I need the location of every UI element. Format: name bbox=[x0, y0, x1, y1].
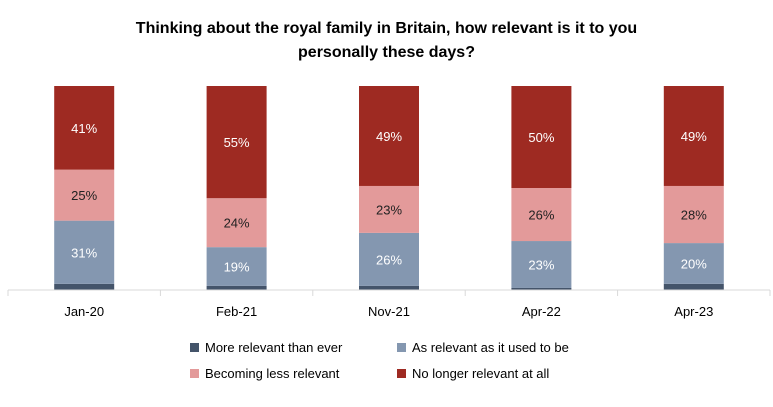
bar-segment-nov-21-series-3 bbox=[359, 86, 419, 186]
bar-segment-apr-22-series-0 bbox=[511, 287, 572, 290]
bar-segment-jan-20-series-0 bbox=[54, 283, 115, 290]
data-label: 23% bbox=[528, 258, 554, 273]
data-label: 19% bbox=[224, 260, 250, 275]
chart-title: Thinking about the royal family in Brita… bbox=[0, 17, 773, 65]
x-tick-label: Apr-23 bbox=[674, 304, 713, 319]
data-label: 41% bbox=[71, 121, 97, 136]
data-label: 25% bbox=[71, 188, 97, 203]
x-axis: Jan-20 Feb-21 Nov-21 Apr-22 Apr-23 bbox=[7, 289, 771, 319]
data-labels-layer: 31% 25% 41% 19% 24% 55% 26% 23% 49% 23% 26% 50% 20% 2… bbox=[71, 121, 707, 275]
bar-segment-apr-23-series-0 bbox=[663, 283, 724, 290]
data-label: 26% bbox=[528, 208, 554, 223]
legend-label: Becoming less relevant bbox=[205, 366, 340, 381]
chart-title-line-1: Thinking about the royal family in Brita… bbox=[135, 20, 638, 37]
data-label: 26% bbox=[376, 252, 402, 267]
legend-swatch bbox=[190, 369, 199, 378]
bar-segment-feb-21-series-2 bbox=[206, 198, 267, 248]
legend-item-no-longer: No longer relevant at all bbox=[397, 365, 549, 383]
legend-item-becoming-less: Becoming less relevant bbox=[190, 365, 339, 383]
data-label: 23% bbox=[376, 202, 402, 217]
data-label: 49% bbox=[376, 129, 402, 144]
legend-swatch bbox=[397, 369, 406, 378]
bar-segment-apr-23-series-3 bbox=[663, 86, 724, 186]
data-label: 49% bbox=[681, 129, 707, 144]
legend-swatch bbox=[190, 343, 199, 352]
data-label: 28% bbox=[681, 208, 707, 223]
bar-segment-feb-21-series-1 bbox=[206, 247, 267, 286]
x-tick-label: Apr-22 bbox=[522, 304, 561, 319]
bar-segment-apr-22-series-1 bbox=[511, 241, 572, 288]
bar-segment-nov-21-series-0 bbox=[359, 285, 419, 290]
bar-segment-apr-23-series-2 bbox=[663, 185, 724, 244]
legend-label: As relevant as it used to be bbox=[412, 340, 569, 355]
data-label: 55% bbox=[224, 135, 250, 150]
legend-swatch bbox=[397, 343, 406, 352]
legend-item-as-relevant: As relevant as it used to be bbox=[397, 339, 569, 357]
bars-layer bbox=[54, 86, 724, 290]
bar-segment-feb-21-series-3 bbox=[206, 86, 267, 199]
bar-segment-nov-21-series-1 bbox=[359, 232, 419, 286]
bar-segment-apr-22-series-3 bbox=[511, 86, 572, 188]
bar-segment-apr-22-series-2 bbox=[511, 188, 572, 242]
bar-segment-feb-21-series-0 bbox=[206, 285, 267, 290]
data-label: 50% bbox=[528, 130, 554, 145]
data-label: 24% bbox=[224, 216, 250, 231]
x-tick-label: Feb-21 bbox=[216, 304, 257, 319]
x-tick-label: Jan-20 bbox=[64, 304, 104, 319]
legend-item-more-relevant: More relevant than ever bbox=[190, 339, 342, 357]
bar-segment-jan-20-series-1 bbox=[54, 220, 115, 284]
data-label: 20% bbox=[681, 256, 707, 271]
bar-segment-apr-23-series-1 bbox=[663, 243, 724, 284]
bar-segment-jan-20-series-3 bbox=[54, 86, 115, 170]
x-tick-label: Nov-21 bbox=[368, 304, 410, 319]
bar-segment-jan-20-series-2 bbox=[54, 169, 115, 221]
data-label: 31% bbox=[71, 245, 97, 260]
bar-segment-nov-21-series-2 bbox=[359, 185, 419, 233]
chart-title-line-2: personally these days? bbox=[298, 44, 475, 61]
legend-label: More relevant than ever bbox=[205, 340, 343, 355]
legend-label: No longer relevant at all bbox=[412, 366, 550, 381]
